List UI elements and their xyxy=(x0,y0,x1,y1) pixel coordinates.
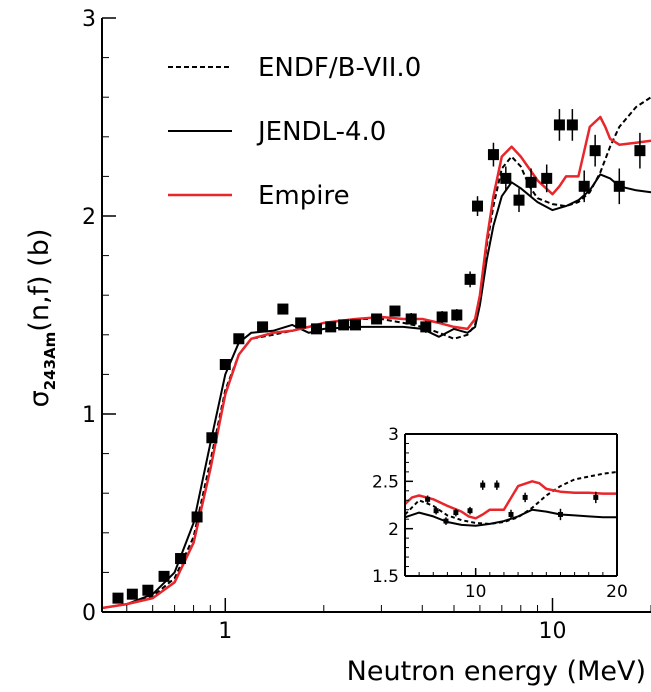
main-data-point-21 xyxy=(451,309,463,321)
main-x-tick-label-0: 1 xyxy=(218,619,232,644)
main-data-point-28 xyxy=(541,172,553,184)
inset-data-point-5 xyxy=(480,482,486,488)
main-data-point-1 xyxy=(126,588,138,600)
main-series-empire xyxy=(102,115,651,610)
main-data-point-3 xyxy=(158,570,170,582)
main-data-point-31 xyxy=(578,180,590,192)
main-data-point-11 xyxy=(295,317,307,329)
inset-data-point-9 xyxy=(557,511,563,517)
main-data-point-24 xyxy=(487,149,499,161)
inset-y-tick-label-3: 3 xyxy=(388,425,399,445)
x-axis-title: Neutron energy (MeV) xyxy=(347,656,646,687)
inset-data-point-3 xyxy=(453,510,459,516)
main-data-point-33 xyxy=(613,180,625,192)
main-data-point-6 xyxy=(206,432,218,444)
inset-x-tick-label-1: 20 xyxy=(606,582,628,602)
main-data-point-19 xyxy=(420,321,432,333)
inset-plot: 1.5 2 2.5 3 10 20 xyxy=(372,425,628,602)
inset-x-tick-label-0: 10 xyxy=(465,582,487,602)
inset-data-point-1 xyxy=(433,508,439,514)
main-data-point-29 xyxy=(553,119,565,131)
inset-data-point-7 xyxy=(508,511,514,517)
main-y-tick-label-3: 3 xyxy=(82,7,96,32)
main-x-tick-label-1: 10 xyxy=(538,619,566,644)
inset-data-point-2 xyxy=(443,518,449,524)
legend-label-jendl: JENDL-4.0 xyxy=(256,117,386,147)
main-data-point-15 xyxy=(349,319,361,331)
main-data-point-25 xyxy=(500,172,512,184)
main-data-point-4 xyxy=(175,553,187,565)
main-data-point-26 xyxy=(513,194,525,206)
inset-data-point-8 xyxy=(522,494,528,500)
main-data-point-5 xyxy=(191,511,203,523)
legend-label-endf: ENDF/B-VII.0 xyxy=(258,53,421,83)
main-data-point-0 xyxy=(112,592,124,604)
main-y-tick-label-0: 0 xyxy=(82,601,96,626)
main-data-point-2 xyxy=(142,584,154,596)
main-data-point-18 xyxy=(405,313,417,325)
inset-data-point-4 xyxy=(467,508,473,514)
main-data-point-23 xyxy=(472,200,484,212)
main-data-point-10 xyxy=(277,303,289,315)
main-data-point-7 xyxy=(219,359,231,370)
main-data-point-30 xyxy=(566,119,578,131)
main-series-jendl-4-0 xyxy=(102,173,651,609)
inset-data-point-10 xyxy=(593,494,599,500)
main-data-point-16 xyxy=(371,313,383,325)
main-data-point-22 xyxy=(464,273,476,285)
inset-data-point-0 xyxy=(425,496,431,502)
main-series-endf-b-vii-0 xyxy=(102,96,651,609)
inset-y-tick-label-1: 2 xyxy=(388,520,399,540)
main-data-point-8 xyxy=(233,333,245,345)
main-data-point-9 xyxy=(257,321,269,333)
inset-series-area xyxy=(405,470,617,527)
main-plot: 0 1 2 3 1 10 xyxy=(82,7,651,644)
main-data-point-12 xyxy=(310,323,322,335)
y-axis-title-subscript: 243Am xyxy=(41,332,59,391)
y-axis-title-symbol: σ xyxy=(24,390,55,407)
main-y-tick-label-1: 1 xyxy=(82,403,96,428)
inset-y-tick-label-0: 1.5 xyxy=(372,567,399,587)
main-data-point-20 xyxy=(436,311,448,323)
legend-label-empire: Empire xyxy=(258,181,350,211)
y-axis-title-quantity: (n,f) (b) xyxy=(24,229,55,332)
main-series-area xyxy=(102,96,651,610)
main-data-point-32 xyxy=(589,145,601,157)
inset-background xyxy=(405,434,617,576)
main-data-point-13 xyxy=(325,321,337,333)
y-axis-title: σ243Am(n,f) (b) xyxy=(24,229,59,408)
main-data-point-14 xyxy=(338,319,350,331)
main-data-point-17 xyxy=(389,305,401,317)
main-y-tick-label-2: 2 xyxy=(82,205,96,230)
inset-data-point-6 xyxy=(494,482,500,488)
legend: ENDF/B-VII.0 JENDL-4.0 Empire xyxy=(168,53,421,211)
inset-series-empire xyxy=(405,480,617,520)
inset-series-endf-b-vii-0 xyxy=(405,470,617,525)
main-data-point-27 xyxy=(525,176,537,188)
inset-y-tick-label-2: 2.5 xyxy=(372,472,399,492)
main-data-point-34 xyxy=(634,145,646,157)
